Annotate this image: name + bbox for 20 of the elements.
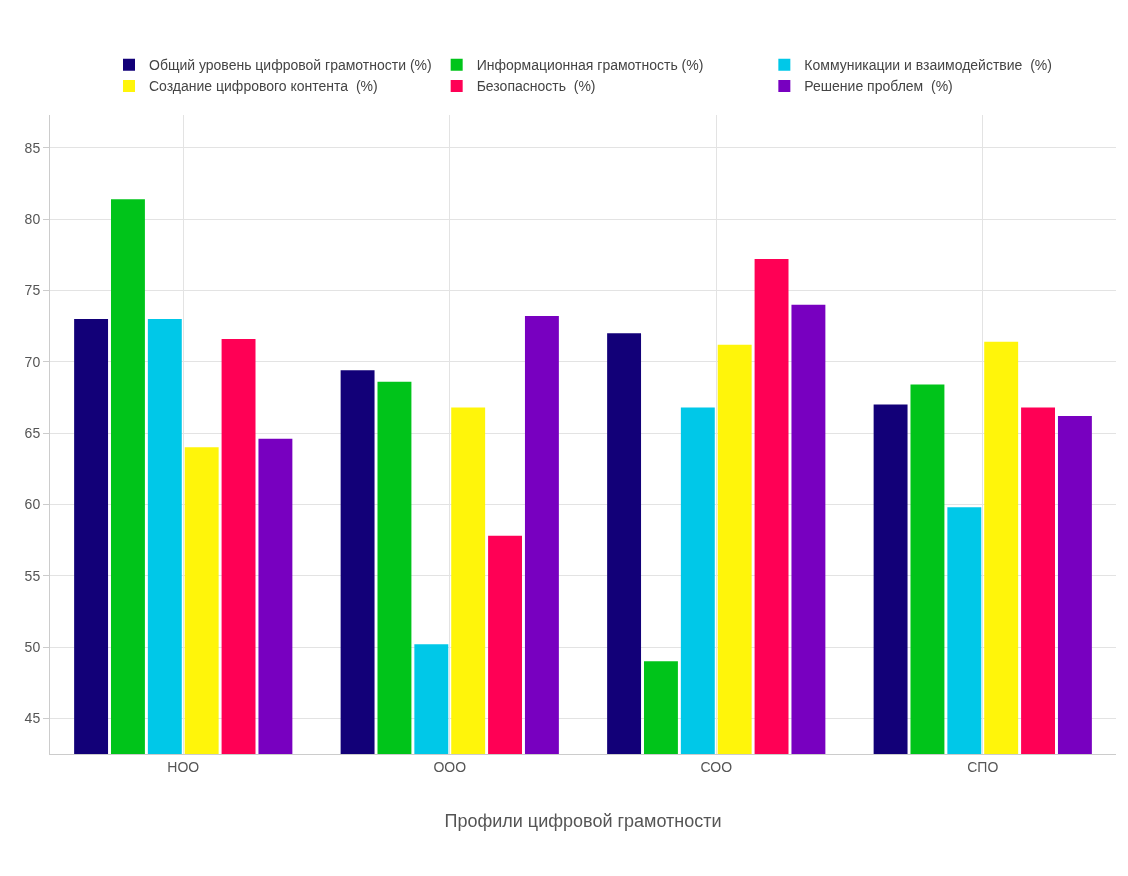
x-axis-title: Профили цифровой грамотности <box>444 810 722 831</box>
y-tick-label: 55 <box>24 567 41 584</box>
legend-label: Создание цифрового контента (%) <box>149 78 378 95</box>
y-tick-label: 60 <box>24 496 41 513</box>
legend-label: Общий уровень цифровой грамотности (%) <box>149 57 432 74</box>
y-tick-label: 85 <box>24 139 41 156</box>
y-tick-label: 70 <box>24 353 41 370</box>
y-tick-label: 65 <box>24 424 41 441</box>
legend-label: Решение проблем (%) <box>804 78 953 95</box>
legend-label: Информационная грамотность (%) <box>476 57 704 74</box>
x-tick-label: НОО <box>167 758 200 775</box>
x-tick-label: СОО <box>700 758 733 775</box>
legend-label: Коммуникации и взаимодействие (%) <box>804 57 1052 74</box>
x-tick-label: ООО <box>433 758 467 775</box>
x-tick-label: СПО <box>967 758 999 775</box>
y-tick-label: 50 <box>24 638 41 655</box>
y-tick-label: 75 <box>24 282 41 299</box>
y-tick-label: 80 <box>24 211 41 228</box>
y-tick-label: 45 <box>24 710 41 727</box>
legend-label: Безопасность (%) <box>476 78 596 95</box>
